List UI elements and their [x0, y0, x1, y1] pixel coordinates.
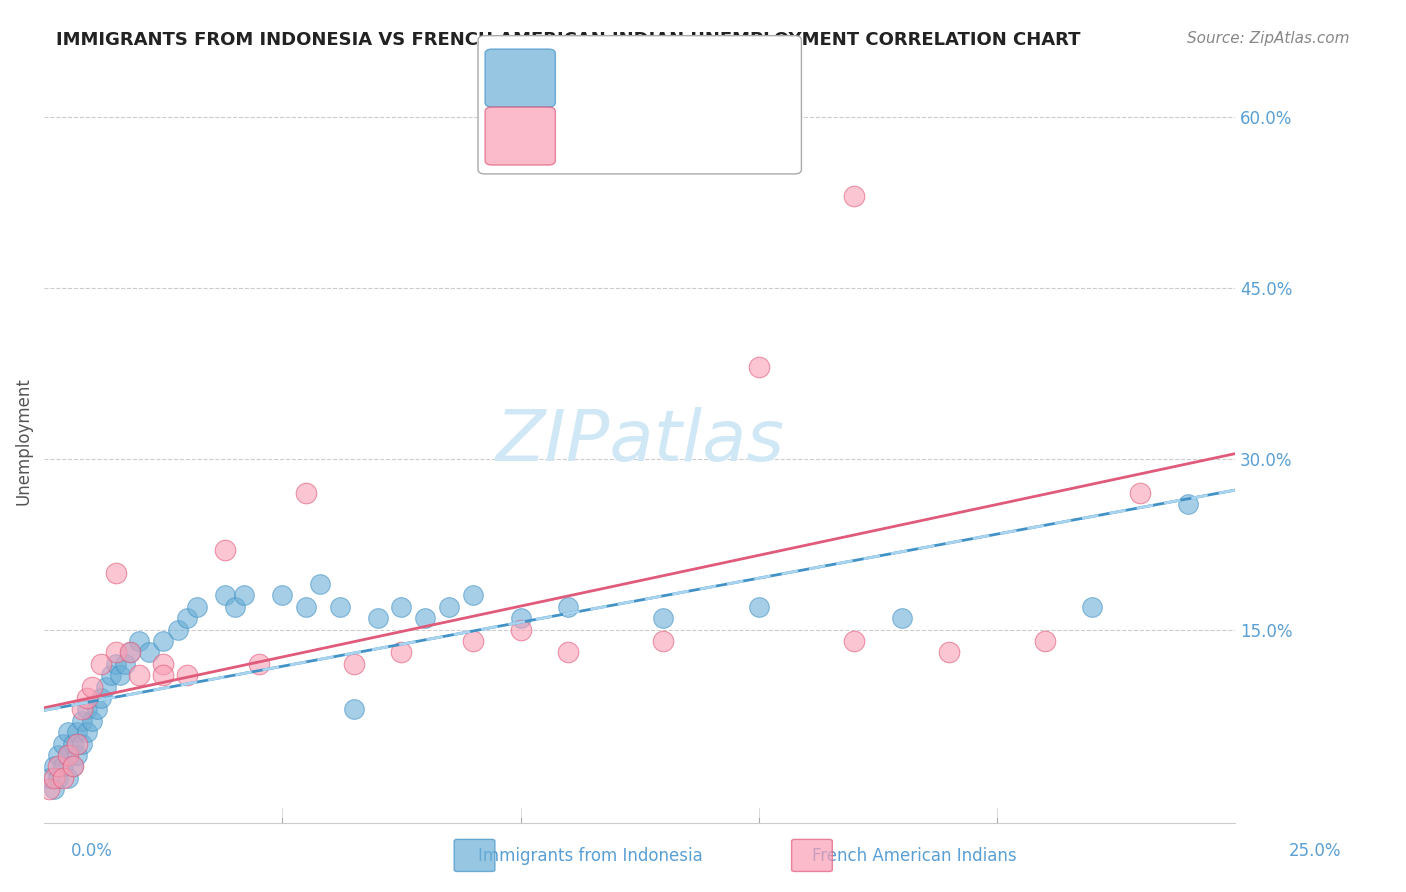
Point	[138, 645, 160, 659]
Point	[62, 759, 84, 773]
Point	[214, 589, 236, 603]
Point	[104, 657, 127, 671]
Point	[62, 759, 84, 773]
Point	[1177, 497, 1199, 511]
Text: IMMIGRANTS FROM INDONESIA VS FRENCH AMERICAN INDIAN UNEMPLOYMENT CORRELATION CHA: IMMIGRANTS FROM INDONESIA VS FRENCH AMER…	[56, 31, 1081, 49]
Text: R = 0.568    N = 53: R = 0.568 N = 53	[562, 62, 738, 80]
Point	[152, 668, 174, 682]
Point	[52, 737, 75, 751]
Point	[652, 634, 675, 648]
Point	[1081, 599, 1104, 614]
Point	[104, 645, 127, 659]
Text: ZIPatlas: ZIPatlas	[495, 407, 785, 476]
Point	[56, 725, 79, 739]
Point	[100, 668, 122, 682]
Point	[509, 623, 531, 637]
Point	[66, 747, 89, 762]
Point	[70, 714, 93, 728]
Point	[110, 668, 132, 682]
Point	[842, 189, 865, 203]
Point	[56, 747, 79, 762]
Point	[748, 599, 770, 614]
Point	[114, 657, 136, 671]
Point	[90, 657, 112, 671]
Point	[42, 782, 65, 797]
Point	[247, 657, 270, 671]
Point	[748, 360, 770, 375]
Point	[94, 680, 117, 694]
Point	[152, 657, 174, 671]
Point	[128, 634, 150, 648]
Point	[328, 599, 350, 614]
Point	[842, 634, 865, 648]
Point	[128, 668, 150, 682]
Point	[557, 645, 579, 659]
Point	[66, 725, 89, 739]
Point	[295, 486, 318, 500]
Point	[461, 634, 484, 648]
Point	[176, 668, 198, 682]
Point	[42, 759, 65, 773]
Point	[76, 691, 98, 706]
Point	[76, 702, 98, 716]
Point	[224, 599, 246, 614]
Point	[80, 680, 103, 694]
Point	[70, 702, 93, 716]
Point	[76, 725, 98, 739]
Point	[48, 759, 70, 773]
Point	[38, 771, 60, 785]
Point	[52, 771, 75, 785]
Point	[214, 542, 236, 557]
Text: Immigrants from Indonesia: Immigrants from Indonesia	[478, 847, 703, 865]
Text: 0.0%: 0.0%	[70, 842, 112, 860]
Point	[86, 702, 108, 716]
Point	[309, 577, 332, 591]
Y-axis label: Unemployment: Unemployment	[15, 377, 32, 506]
Text: 25.0%: 25.0%	[1288, 842, 1341, 860]
Point	[557, 599, 579, 614]
Point	[461, 589, 484, 603]
Point	[38, 782, 60, 797]
Point	[118, 645, 141, 659]
Point	[271, 589, 294, 603]
Point	[66, 737, 89, 751]
Point	[1129, 486, 1152, 500]
Point	[62, 737, 84, 751]
Point	[367, 611, 389, 625]
Point	[48, 747, 70, 762]
Point	[343, 657, 366, 671]
Point	[652, 611, 675, 625]
Point	[1033, 634, 1056, 648]
Point	[52, 759, 75, 773]
Point	[890, 611, 912, 625]
Text: French American Indians: French American Indians	[811, 847, 1017, 865]
Point	[152, 634, 174, 648]
Point	[233, 589, 256, 603]
Point	[118, 645, 141, 659]
Point	[56, 771, 79, 785]
Point	[186, 599, 208, 614]
Point	[437, 599, 460, 614]
Point	[56, 747, 79, 762]
Point	[48, 771, 70, 785]
Text: Source: ZipAtlas.com: Source: ZipAtlas.com	[1187, 31, 1350, 46]
Point	[80, 714, 103, 728]
Point	[509, 611, 531, 625]
Point	[166, 623, 188, 637]
Point	[343, 702, 366, 716]
Point	[938, 645, 960, 659]
Point	[413, 611, 436, 625]
Point	[391, 599, 413, 614]
Point	[176, 611, 198, 625]
Point	[42, 771, 65, 785]
Point	[90, 691, 112, 706]
Point	[104, 566, 127, 580]
Point	[70, 737, 93, 751]
Point	[391, 645, 413, 659]
Text: R = 0.756    N = 33: R = 0.756 N = 33	[562, 119, 738, 136]
Point	[295, 599, 318, 614]
